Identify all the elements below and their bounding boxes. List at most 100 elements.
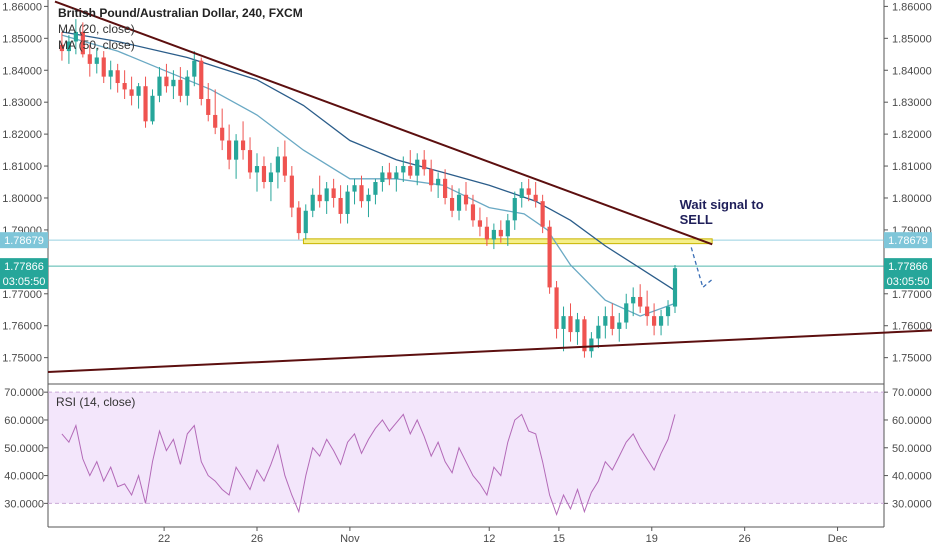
price-tag-left	[0, 258, 48, 275]
candle-body	[234, 140, 239, 160]
price-tick-label-left: 1.84000	[2, 65, 42, 77]
candle-body	[394, 172, 399, 179]
candle-body	[206, 98, 211, 115]
candle-body	[443, 178, 448, 198]
candle-body	[617, 322, 622, 329]
candle-body	[171, 79, 176, 87]
rsi-tick-label-left: 30.0000	[4, 498, 44, 510]
price-tick-label-right: 1.85000	[892, 33, 932, 45]
rsi-tick-label-right: 60.0000	[892, 415, 932, 427]
candle-body	[505, 220, 510, 237]
candle-body	[164, 76, 169, 87]
candle-body	[568, 316, 573, 333]
candle-body	[449, 197, 455, 211]
candle-body	[470, 204, 476, 221]
candle-body	[261, 166, 267, 183]
candle-body	[477, 220, 483, 227]
candle-body	[338, 197, 343, 214]
candle-body	[589, 338, 594, 352]
ma20-legend: MA (20, close)	[58, 22, 135, 36]
candle-body	[108, 70, 113, 77]
candle-body	[638, 296, 643, 307]
x-tick-label: 26	[739, 533, 751, 545]
price-tick-label-left: 1.86000	[2, 1, 42, 13]
candle-body	[254, 166, 260, 173]
candle-body	[561, 316, 566, 329]
candle-body	[192, 60, 197, 77]
price-tag-left	[0, 232, 48, 249]
candle-body	[408, 166, 413, 176]
candle-body	[359, 185, 364, 202]
candle-body	[178, 79, 183, 96]
price-tick-label-right: 1.82000	[892, 129, 932, 141]
candle-body	[331, 188, 336, 198]
candle-body	[610, 316, 615, 329]
candle-body	[122, 83, 127, 90]
price-tick-label-right: 1.75000	[892, 353, 932, 365]
price-tick-label-left: 1.76000	[2, 321, 42, 333]
rsi-tick-label-left: 60.0000	[4, 415, 44, 427]
candle-body	[143, 86, 148, 122]
candle-body	[429, 169, 434, 186]
candle-body	[150, 95, 155, 122]
candle-body	[73, 31, 78, 42]
price-tag-label-left: 1.78679	[4, 235, 44, 247]
rsi-tick-label-left: 50.0000	[4, 443, 44, 455]
candle-body	[247, 150, 253, 173]
x-tick-label: 22	[158, 533, 170, 545]
candle-body	[519, 188, 524, 198]
candle-body	[415, 159, 420, 176]
candle-body	[80, 31, 85, 55]
annotation-line1: Wait signal to	[680, 197, 764, 212]
x-tick-label: 12	[483, 533, 495, 545]
candle-body	[373, 182, 378, 195]
candle-body	[575, 319, 580, 333]
price-tick-label-right: 1.83000	[892, 97, 932, 109]
price-tick-label-left: 1.83000	[2, 97, 42, 109]
candle-body	[631, 296, 636, 304]
price-tick-label-right: 1.84000	[892, 65, 932, 77]
price-tag-right	[884, 273, 932, 290]
candle-body	[533, 194, 538, 202]
candle-body	[352, 185, 357, 192]
candle-body	[87, 54, 92, 64]
candle-body	[380, 172, 385, 183]
candle-body	[547, 226, 552, 288]
x-tick-label: Nov	[340, 533, 360, 545]
x-tick-label: 15	[553, 533, 565, 545]
chart-title: British Pound/Australian Dollar, 240, FX…	[58, 6, 303, 20]
candle-body	[366, 194, 371, 202]
annotation-line2: SELL	[680, 212, 713, 227]
price-tag-label-left: 1.77866	[4, 261, 44, 273]
candle-body	[213, 114, 218, 128]
candle-body	[59, 44, 65, 52]
candle-body	[345, 191, 350, 214]
candle-body	[296, 207, 301, 234]
price-tick-label-right: 1.86000	[892, 1, 932, 13]
price-tick-label-right: 1.81000	[892, 161, 932, 173]
candle-body	[512, 197, 517, 221]
x-tick-label: Dec	[828, 533, 848, 545]
candle-body	[463, 194, 469, 205]
price-tag-label-left: 03:05:50	[3, 276, 46, 288]
candle-body	[436, 178, 441, 186]
candle-body	[303, 210, 308, 234]
price-tick-label-left: 1.81000	[2, 161, 42, 173]
candle-body	[526, 188, 531, 195]
price-tag-label-right: 03:05:50	[887, 276, 930, 288]
candle-body	[456, 194, 462, 211]
candle-body	[240, 140, 246, 151]
rsi-legend: RSI (14, close)	[56, 395, 135, 409]
candle-body	[227, 140, 232, 160]
candle-body	[324, 188, 329, 202]
candle-body	[115, 70, 120, 84]
price-tick-label-right: 1.80000	[892, 193, 932, 205]
forecast-arrow	[690, 247, 713, 289]
price-tag-right	[884, 258, 932, 275]
candle-body	[157, 76, 162, 96]
candle-body	[199, 60, 204, 99]
price-tag-right	[884, 232, 932, 249]
price-tick-label-left: 1.80000	[2, 193, 42, 205]
candle-body	[658, 316, 664, 326]
